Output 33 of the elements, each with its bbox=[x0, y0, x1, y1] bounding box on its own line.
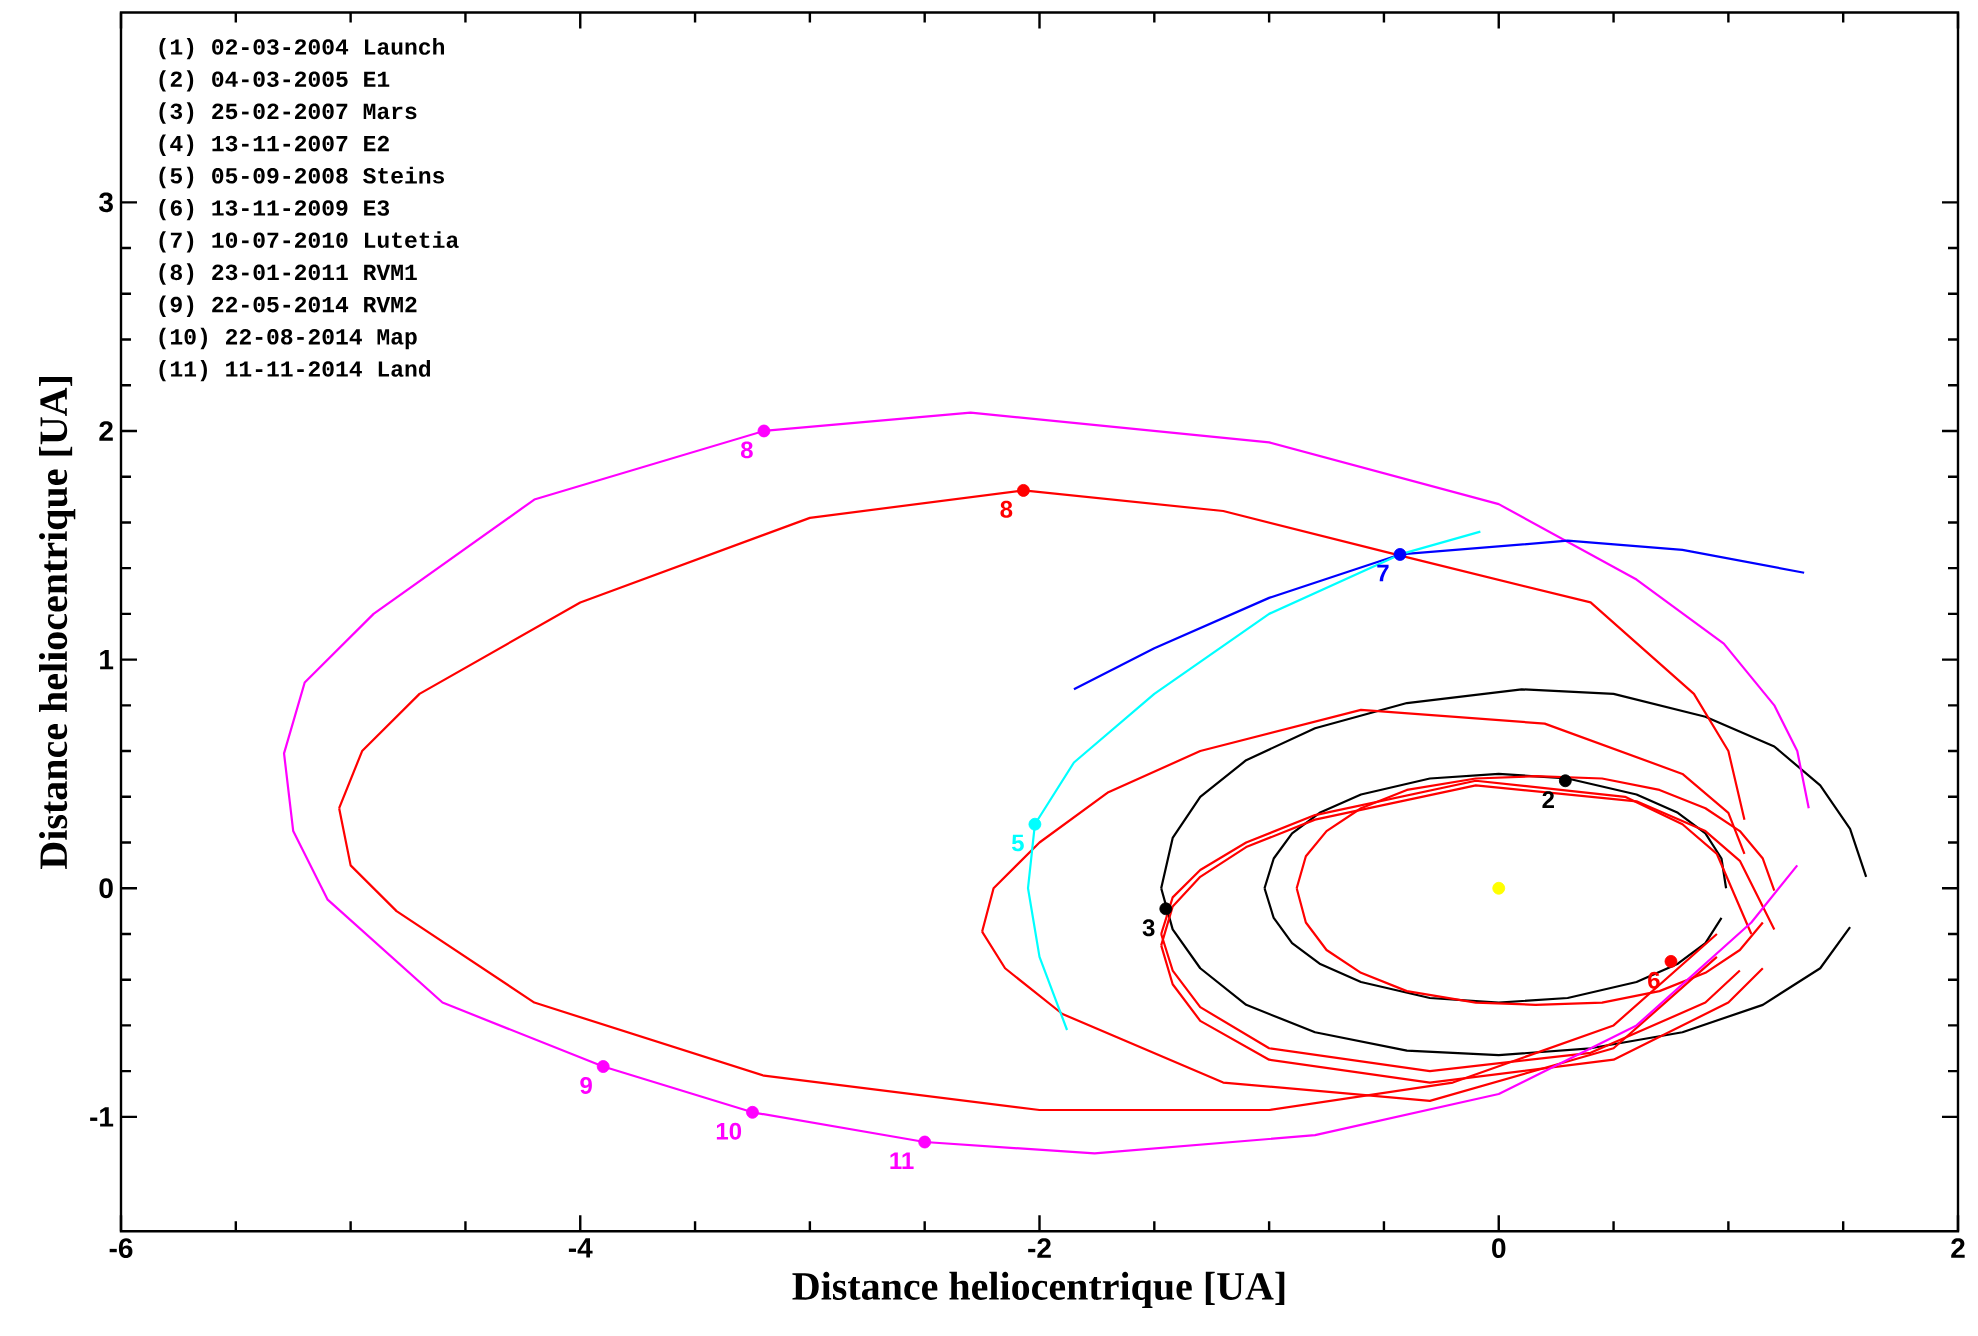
annotation: (9) 22-05-2014 RVM2 bbox=[159, 295, 417, 317]
annotation: (2) 04-03-2005 E1 bbox=[159, 70, 390, 92]
series-label: 8 bbox=[740, 441, 753, 459]
x-tick-label: 0 bbox=[1492, 1238, 1506, 1259]
series-label: 3 bbox=[1142, 919, 1155, 937]
annotation: (5) 05-09-2008 Steins bbox=[159, 166, 445, 189]
x-tick-label: -4 bbox=[568, 1238, 593, 1258]
x-tick-label: -2 bbox=[1028, 1238, 1051, 1258]
series-label: 11 bbox=[890, 1152, 914, 1169]
series-label: 5 bbox=[1011, 834, 1024, 852]
y-tick-label: 2 bbox=[99, 421, 113, 441]
y-tick-label: 3 bbox=[98, 192, 113, 213]
annotation: (8) 23-01-2011 RVM1 bbox=[159, 263, 417, 285]
x-tick-label: -6 bbox=[109, 1238, 133, 1259]
x-tick-label: 2 bbox=[1951, 1238, 1965, 1258]
y-tick-label: 0 bbox=[99, 878, 113, 899]
annotation: (1) 02-03-2004 Launch bbox=[159, 37, 445, 60]
annotation: (6) 13-11-2009 E3 bbox=[159, 198, 390, 221]
series-label: 8 bbox=[1000, 500, 1013, 518]
series-label: 2 bbox=[1542, 791, 1554, 808]
series-label: 9 bbox=[580, 1076, 592, 1094]
y-axis-title: Distance heliocentrique [UA] bbox=[39, 377, 76, 869]
y-tick-label: -1 bbox=[90, 1107, 114, 1127]
annotation: (11) 11-11-2014 Land bbox=[159, 359, 431, 382]
annotation: (7) 10-07-2010 Lutetia bbox=[159, 231, 459, 253]
series-label: 6 bbox=[1648, 971, 1660, 989]
annotation: (3) 25-02-2007 Mars bbox=[159, 102, 417, 124]
y-tick-label: 1 bbox=[100, 649, 114, 670]
series-label: 7 bbox=[1377, 564, 1389, 582]
x-axis-title: Distance heliocentrique [UA] bbox=[792, 1271, 1285, 1309]
series-label: 10 bbox=[716, 1122, 742, 1140]
annotation: (10) 22-08-2014 Map bbox=[159, 327, 417, 350]
annotation: (4) 13-11-2007 E2 bbox=[159, 134, 389, 156]
